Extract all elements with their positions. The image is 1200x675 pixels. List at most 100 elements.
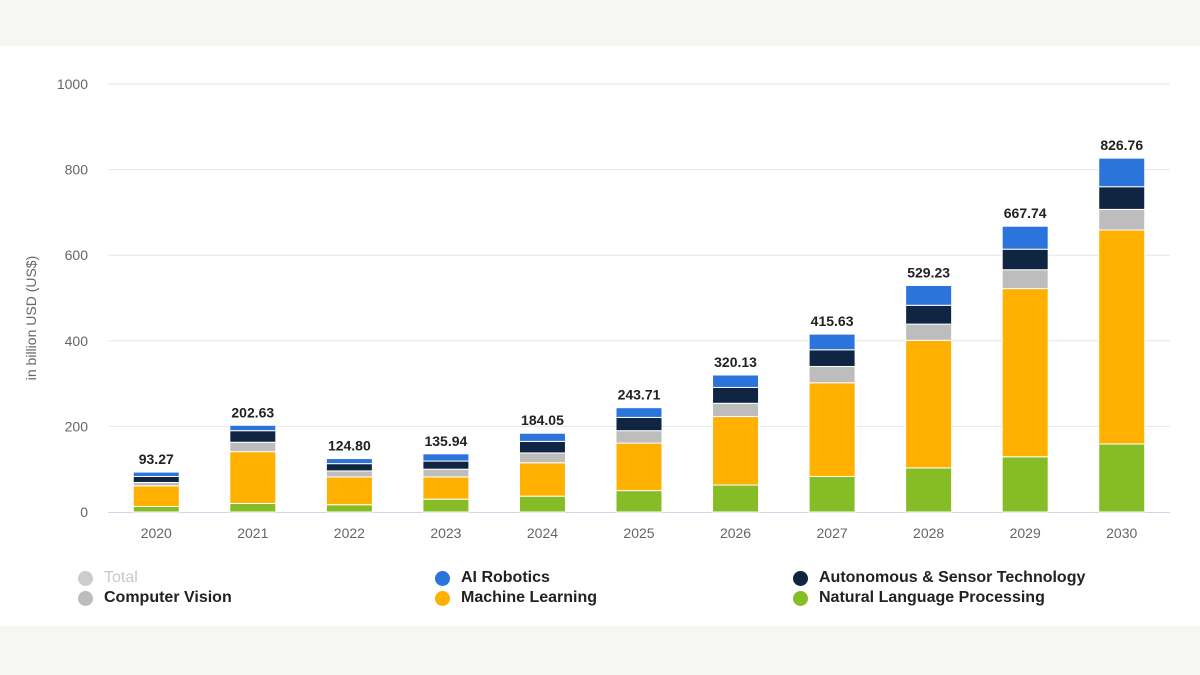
bar-segment	[325, 458, 373, 465]
bar-total-label: 184.05	[521, 412, 564, 428]
legend-label: Computer Vision	[104, 589, 232, 606]
bar-segment	[1001, 269, 1049, 290]
bar-segment	[229, 451, 277, 504]
bar-segment	[905, 339, 953, 469]
x-tick-label: 2021	[237, 525, 268, 541]
x-tick-label: 2029	[1010, 525, 1041, 541]
y-tick-label: 200	[65, 418, 89, 434]
y-tick-label: 1000	[57, 76, 88, 92]
bar-segment	[615, 442, 663, 492]
bar-segment	[518, 440, 566, 454]
bar-segment	[1098, 443, 1146, 513]
bar-segment	[615, 416, 663, 432]
bar-segment	[712, 402, 760, 418]
x-tick-label: 2025	[623, 525, 654, 541]
bar-segment	[229, 502, 277, 513]
legend-item-ai-robotics[interactable]: AI Robotics	[435, 568, 550, 588]
bar-segment	[422, 476, 470, 500]
bar-segment	[1098, 208, 1146, 231]
bar-segment	[905, 467, 953, 513]
legend-item-total[interactable]: Total	[78, 568, 138, 588]
legend-marker-icon	[78, 570, 93, 586]
bar-segment	[132, 505, 180, 513]
x-tick-label: 2024	[527, 525, 558, 541]
bar-segment	[808, 365, 856, 384]
bar-segment	[615, 490, 663, 513]
bar-segment	[422, 468, 470, 478]
x-tick-label: 2026	[720, 525, 751, 541]
bar-total-label: 320.13	[714, 354, 757, 370]
bar-segment	[325, 476, 373, 506]
bar-segment	[808, 349, 856, 367]
legend-marker-icon	[793, 570, 808, 586]
chart-legend: Total AI Robotics Autonomous & Sensor Te…	[0, 566, 1200, 610]
legend-label: AI Robotics	[461, 569, 550, 586]
bar-segment	[229, 441, 277, 453]
bar-segment	[1001, 225, 1049, 250]
bar-total-label: 124.80	[328, 438, 371, 454]
bar-segment	[1098, 157, 1146, 188]
bar-total-label: 135.94	[424, 433, 467, 449]
y-tick-label: 400	[65, 333, 89, 349]
legend-item-autonomous-sensor[interactable]: Autonomous & Sensor Technology	[793, 568, 1085, 588]
bar-segment	[518, 495, 566, 513]
legend-item-nlp[interactable]: Natural Language Processing	[793, 588, 1045, 608]
bar-segment	[808, 382, 856, 477]
bar-total-label: 667.74	[1004, 205, 1047, 221]
bar-segment	[1098, 229, 1146, 445]
bar-total-label: 243.71	[618, 387, 661, 403]
bar-segment	[1098, 186, 1146, 210]
x-tick-label: 2027	[817, 525, 848, 541]
bar-segment	[808, 333, 856, 351]
legend-label: Autonomous & Sensor Technology	[819, 569, 1086, 586]
y-tick-label: 600	[65, 247, 89, 263]
bar-segment	[518, 452, 566, 464]
bar-segment	[132, 481, 180, 487]
bar-segment	[905, 304, 953, 325]
legend-marker-icon	[435, 590, 450, 606]
bar-segment	[132, 471, 180, 477]
bar-segment	[615, 407, 663, 418]
x-tick-label: 2022	[334, 525, 365, 541]
bar-segment	[1001, 456, 1049, 513]
bar-segment	[229, 424, 277, 432]
bar-segment	[422, 498, 470, 513]
chart-plot: 0 200 400 600 800 1000 in billion USD (US$) 93.…	[23, 76, 1170, 541]
x-tick-label: 2030	[1106, 525, 1137, 541]
legend-item-computer-vision[interactable]: Computer Vision	[78, 588, 232, 608]
chart-card: 0 200 400 600 800 1000 in billion USD (US$) 93.…	[0, 46, 1200, 626]
bar-segment	[132, 485, 180, 507]
bar-segment	[132, 475, 180, 483]
bar-segment	[1001, 248, 1049, 271]
bar-total-label: 529.23	[907, 264, 950, 280]
legend-item-machine-learning[interactable]: Machine Learning	[435, 588, 597, 608]
x-tick-label: 2023	[430, 525, 461, 541]
x-tick-label: 2028	[913, 525, 944, 541]
y-axis-title: in billion USD (US$)	[23, 256, 39, 380]
bar-segment	[712, 386, 760, 404]
bar-segment	[712, 416, 760, 486]
bar-total-label: 202.63	[231, 404, 274, 420]
y-tick-label: 0	[80, 504, 88, 520]
bar-segment	[1001, 288, 1049, 458]
legend-label: Total	[104, 569, 138, 586]
legend-marker-icon	[78, 590, 93, 606]
bar-segment	[615, 430, 663, 444]
bar-segment	[518, 432, 566, 442]
bar-segment	[422, 460, 470, 470]
bar-segment	[712, 484, 760, 513]
legend-label: Machine Learning	[461, 589, 598, 606]
bar-segment	[229, 430, 277, 443]
bar-total-label: 415.63	[811, 313, 854, 329]
bar-segment	[905, 284, 953, 306]
bar-segment	[422, 453, 470, 462]
bar-total-label: 826.76	[1100, 137, 1143, 153]
bar-segment	[325, 504, 373, 513]
bar-segment	[712, 374, 760, 388]
bar-segment	[325, 463, 373, 472]
y-tick-label: 800	[65, 162, 89, 178]
x-tick-label: 2020	[141, 525, 172, 541]
legend-marker-icon	[793, 590, 808, 606]
bar-segment	[518, 462, 566, 497]
bar-segment	[808, 475, 856, 513]
